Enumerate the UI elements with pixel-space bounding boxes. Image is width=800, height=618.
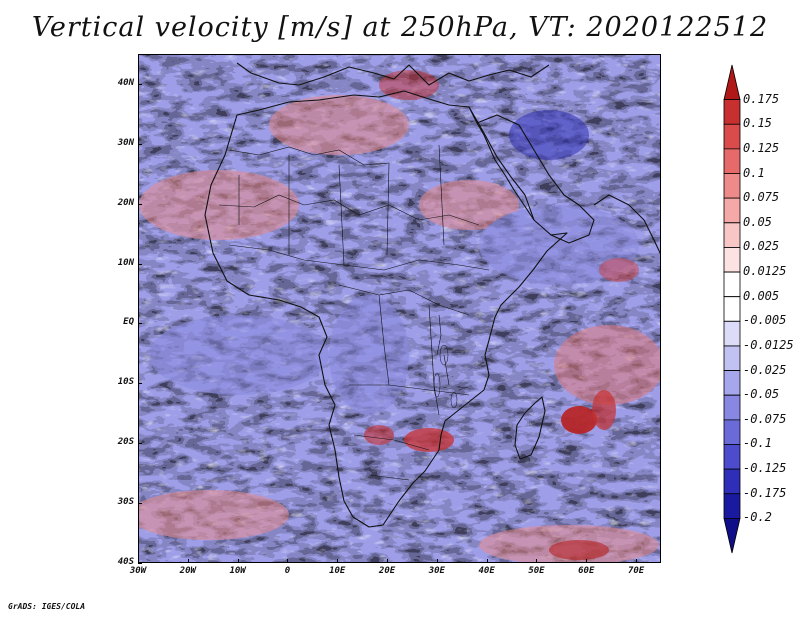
lakes — [433, 344, 458, 409]
colorbar-swatch — [723, 444, 741, 470]
arabia-coastline — [476, 114, 595, 244]
lon-label: 10W — [229, 566, 246, 576]
red-sea — [468, 106, 535, 221]
colorbar-swatch — [723, 123, 741, 150]
lat-tick — [138, 503, 142, 505]
colorbar-swatch — [723, 370, 741, 396]
lon-label: 10E — [329, 566, 346, 576]
lat-tick — [138, 263, 142, 265]
colorbar-swatch — [723, 394, 741, 421]
colorbar-swatch — [723, 419, 741, 445]
colorbar-swatch — [723, 345, 741, 371]
europe-coastline — [236, 62, 550, 86]
lat-label: 10N — [117, 257, 134, 268]
lat-tick — [138, 443, 142, 445]
colorbar-label: 0.175 — [743, 91, 780, 106]
colorbar-swatch — [723, 222, 741, 248]
lat-tick — [138, 83, 142, 85]
lat-label: 20S — [117, 437, 134, 448]
colorbar-label: -0.2 — [743, 510, 772, 525]
colorbar-label: -0.0125 — [743, 337, 794, 352]
coastlines — [204, 62, 660, 528]
colorbar-label: 0.125 — [743, 140, 780, 155]
colorbar-swatch — [723, 296, 741, 322]
india-coastline — [593, 194, 660, 255]
lat-label: 10S — [117, 377, 134, 388]
lat-label: 40S — [117, 557, 134, 567]
lon-tick — [636, 559, 638, 563]
colorbar-label: 0.025 — [743, 239, 780, 254]
colorbar-label: 0.0125 — [743, 264, 787, 279]
lon-label: 70E — [627, 566, 645, 576]
lat-tick — [138, 563, 142, 564]
colorbar-swatch — [723, 468, 741, 495]
colorbar-swatch — [723, 320, 741, 347]
lon-tick — [337, 559, 339, 563]
velocity-map[interactable] — [138, 54, 661, 563]
lon-label: 30W — [129, 566, 147, 576]
lon-label: 20W — [179, 566, 196, 576]
colorbar-swatch — [723, 247, 741, 273]
colorbar-label: -0.125 — [743, 461, 787, 476]
lat-tick — [138, 383, 142, 385]
grads-credit: GrADS: IGES/COLA — [8, 602, 86, 611]
lon-tick — [287, 559, 289, 563]
colorbar-label: -0.175 — [743, 485, 787, 500]
lat-tick — [138, 323, 142, 325]
colorbar-label: 0.075 — [743, 190, 780, 205]
lon-label: 60E — [578, 566, 595, 576]
lat-label: 30S — [117, 497, 134, 508]
lon-tick — [586, 559, 588, 563]
lon-label: 30E — [428, 566, 445, 576]
colorbar-label: -0.05 — [743, 387, 780, 402]
lon-label: 40E — [478, 566, 495, 576]
lon-label: 0 — [284, 566, 291, 576]
colorbar-label: 0.1 — [743, 165, 765, 180]
lat-label: 30N — [117, 137, 134, 148]
colorbar-label: 0.05 — [743, 214, 772, 229]
lon-tick — [536, 559, 538, 563]
lon-tick — [436, 559, 438, 563]
lon-tick — [237, 559, 239, 563]
colorbar-swatch — [723, 517, 741, 554]
lon-label: 20E — [378, 566, 396, 576]
country-borders — [218, 144, 490, 481]
lat-tick — [138, 143, 142, 145]
madagascar-coastline — [514, 396, 546, 460]
colorbar-label: -0.1 — [743, 436, 772, 451]
colorbar-label: 0.15 — [743, 116, 772, 131]
colorbar-label: 0.005 — [743, 288, 780, 303]
colorbar-label: -0.005 — [743, 313, 787, 328]
lon-tick — [486, 559, 488, 563]
lat-label: 40N — [117, 77, 134, 88]
chart-title: Vertical velocity [m/s] at 250hPa, VT: 2… — [31, 12, 769, 43]
colorbar-swatch — [723, 197, 741, 224]
colorbar-label: -0.025 — [743, 362, 787, 377]
colorbar-swatch — [723, 148, 741, 174]
velocity-field-svg — [139, 55, 660, 562]
lon-tick — [187, 559, 189, 563]
colorbar-swatch — [723, 493, 741, 519]
lon-tick — [387, 559, 389, 563]
colorbar-swatch — [723, 99, 741, 125]
colorbar-swatch — [723, 271, 741, 298]
lat-label: EQ — [123, 317, 134, 328]
lon-label: 50E — [528, 566, 545, 576]
colorbar-swatch — [723, 173, 741, 199]
colorbar-swatch — [723, 64, 741, 101]
lon-tick — [138, 559, 139, 563]
lat-tick — [138, 203, 142, 205]
lat-label: 20N — [117, 197, 134, 208]
colorbar-label: -0.075 — [743, 411, 787, 426]
